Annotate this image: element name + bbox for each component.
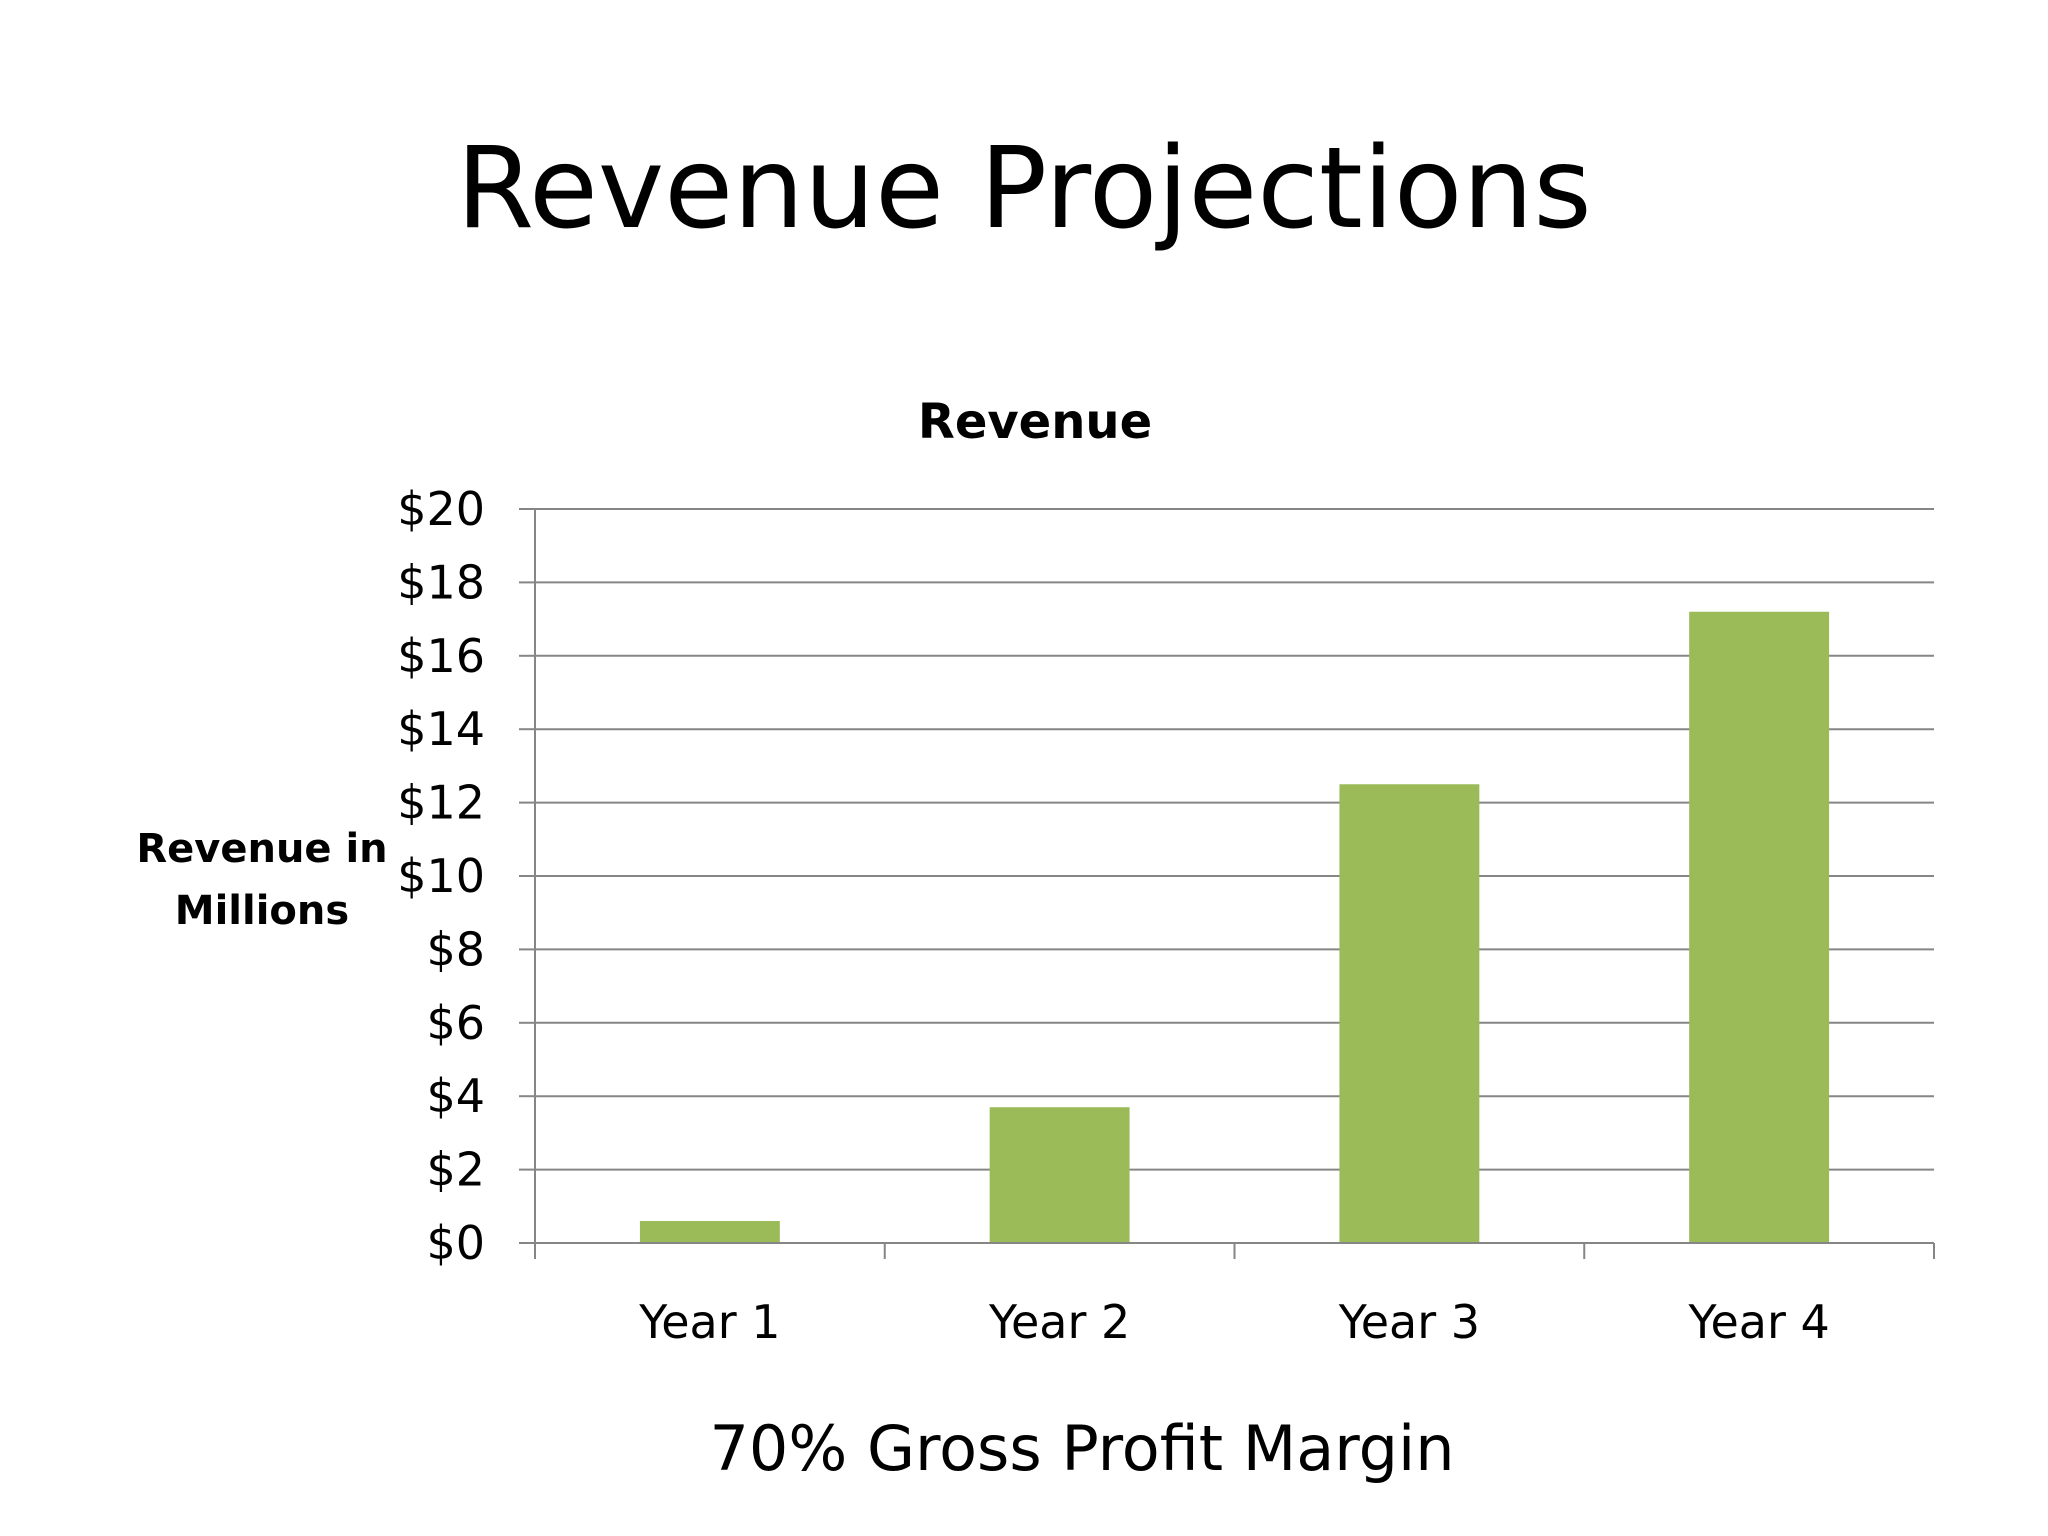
y-tick-label: $14 xyxy=(397,702,485,756)
y-tick-label: $8 xyxy=(426,922,485,976)
y-tick-labels: $0 $2 $4 $6 $8 $10 $12 $14 $16 $18 $20 xyxy=(397,482,485,1270)
y-tick-label: $2 xyxy=(426,1143,485,1197)
x-tick-label: Year 3 xyxy=(1338,1295,1480,1349)
y-axis-label-line-2: Millions xyxy=(175,888,349,934)
y-tick-label: $4 xyxy=(426,1069,485,1123)
x-tick-label: Year 4 xyxy=(1687,1295,1829,1349)
x-tick-label: Year 1 xyxy=(638,1295,780,1349)
bar-year-1 xyxy=(639,1220,780,1243)
y-tick-label: $6 xyxy=(426,996,485,1050)
bar-year-4 xyxy=(1689,611,1830,1243)
y-tick-label: $12 xyxy=(397,776,485,830)
bar-year-3 xyxy=(1339,784,1480,1243)
gross-margin-note: 70% Gross Profit Margin xyxy=(709,1412,1455,1485)
y-tick-label: $16 xyxy=(397,629,485,683)
x-tick-labels: Year 1 Year 2 Year 3 Year 4 xyxy=(638,1295,1830,1349)
bars xyxy=(639,611,1830,1243)
x-tick-label: Year 2 xyxy=(988,1295,1130,1349)
y-tick-label: $0 xyxy=(426,1216,485,1270)
axes xyxy=(519,508,1935,1259)
bar-year-2 xyxy=(989,1107,1130,1243)
y-tick-label: $20 xyxy=(397,482,485,536)
slide-title: Revenue Projections xyxy=(456,124,1592,254)
y-axis-label-line-1: Revenue in xyxy=(136,826,387,872)
chart-title: Revenue xyxy=(918,394,1152,450)
y-tick-label: $10 xyxy=(397,849,485,903)
y-tick-label: $18 xyxy=(397,555,485,609)
